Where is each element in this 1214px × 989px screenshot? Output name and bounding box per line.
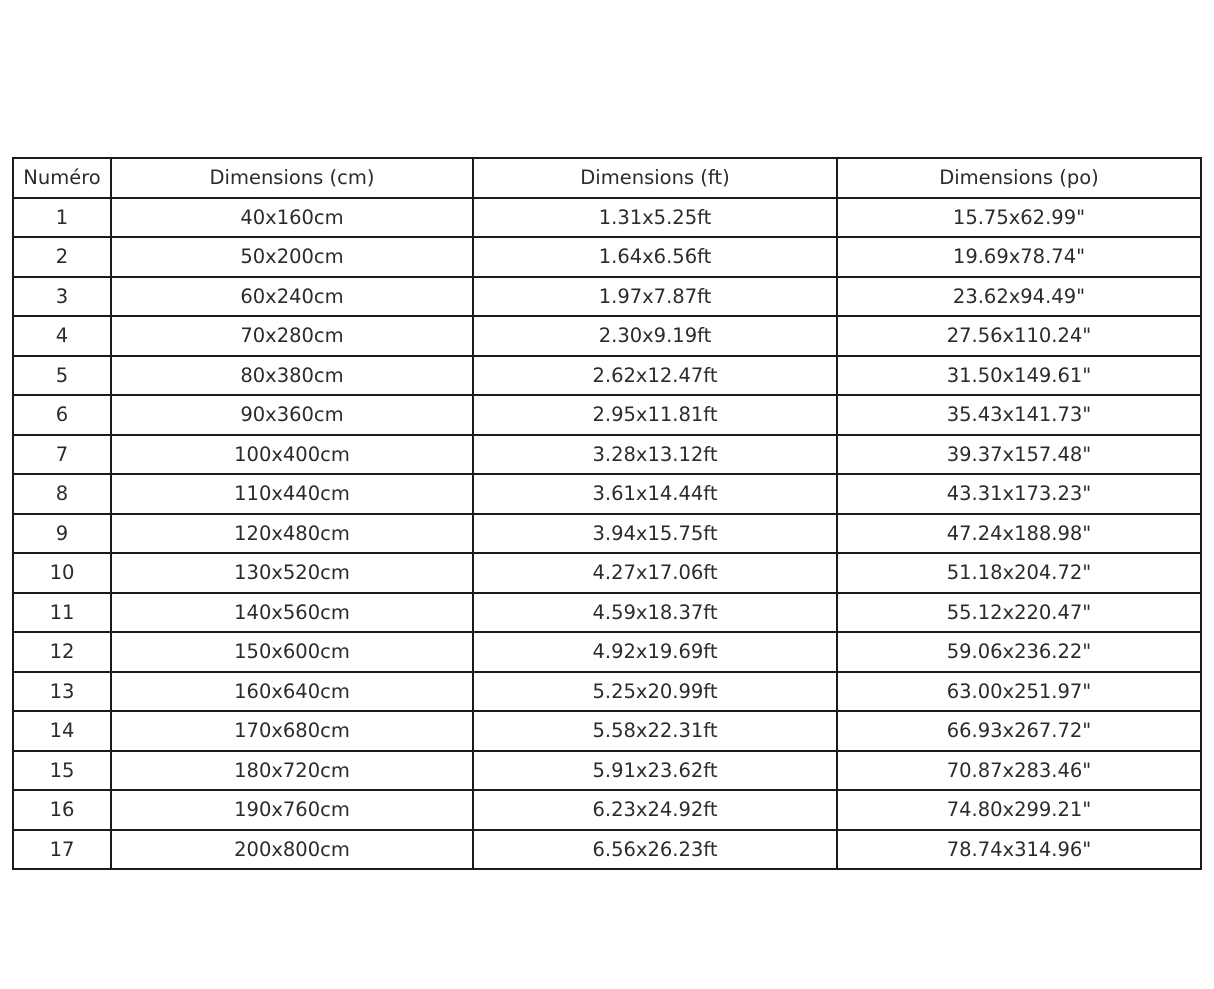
cell-po: 66.93x267.72" bbox=[836, 710, 1202, 752]
cell-numero: 9 bbox=[12, 512, 112, 554]
cell-po: 55.12x220.47" bbox=[836, 591, 1202, 633]
cell-cm: 90x360cm bbox=[110, 394, 474, 436]
column-header-dimensions-ft: Dimensions (ft) bbox=[472, 157, 838, 199]
cell-ft: 4.59x18.37ft bbox=[472, 591, 838, 633]
cell-cm: 130x520cm bbox=[110, 552, 474, 594]
table-row: 13 160x640cm 5.25x20.99ft 63.00x251.97" bbox=[12, 670, 1202, 712]
cell-ft: 4.92x19.69ft bbox=[472, 631, 838, 673]
cell-po: 43.31x173.23" bbox=[836, 473, 1202, 515]
cell-numero: 2 bbox=[12, 236, 112, 278]
cell-ft: 2.62x12.47ft bbox=[472, 354, 838, 396]
cell-po: 63.00x251.97" bbox=[836, 670, 1202, 712]
table-row: 9 120x480cm 3.94x15.75ft 47.24x188.98" bbox=[12, 512, 1202, 554]
cell-cm: 200x800cm bbox=[110, 828, 474, 870]
table-row: 2 50x200cm 1.64x6.56ft 19.69x78.74" bbox=[12, 236, 1202, 278]
column-header-dimensions-cm: Dimensions (cm) bbox=[110, 157, 474, 199]
cell-numero: 17 bbox=[12, 828, 112, 870]
cell-po: 15.75x62.99" bbox=[836, 196, 1202, 238]
cell-cm: 110x440cm bbox=[110, 473, 474, 515]
table-row: 15 180x720cm 5.91x23.62ft 70.87x283.46" bbox=[12, 749, 1202, 791]
cell-ft: 6.56x26.23ft bbox=[472, 828, 838, 870]
cell-po: 78.74x314.96" bbox=[836, 828, 1202, 870]
cell-ft: 2.95x11.81ft bbox=[472, 394, 838, 436]
cell-po: 35.43x141.73" bbox=[836, 394, 1202, 436]
cell-numero: 16 bbox=[12, 789, 112, 831]
cell-ft: 3.61x14.44ft bbox=[472, 473, 838, 515]
dimensions-table-container: Numéro Dimensions (cm) Dimensions (ft) D… bbox=[12, 157, 1202, 870]
cell-cm: 120x480cm bbox=[110, 512, 474, 554]
cell-numero: 3 bbox=[12, 275, 112, 317]
table-row: 16 190x760cm 6.23x24.92ft 74.80x299.21" bbox=[12, 789, 1202, 831]
cell-po: 23.62x94.49" bbox=[836, 275, 1202, 317]
cell-ft: 1.64x6.56ft bbox=[472, 236, 838, 278]
cell-cm: 40x160cm bbox=[110, 196, 474, 238]
cell-numero: 15 bbox=[12, 749, 112, 791]
cell-cm: 160x640cm bbox=[110, 670, 474, 712]
cell-ft: 3.28x13.12ft bbox=[472, 433, 838, 475]
table-header: Numéro Dimensions (cm) Dimensions (ft) D… bbox=[12, 157, 1202, 199]
cell-cm: 70x280cm bbox=[110, 315, 474, 357]
cell-ft: 1.97x7.87ft bbox=[472, 275, 838, 317]
cell-po: 74.80x299.21" bbox=[836, 789, 1202, 831]
cell-po: 47.24x188.98" bbox=[836, 512, 1202, 554]
column-header-dimensions-po: Dimensions (po) bbox=[836, 157, 1202, 199]
table-row: 14 170x680cm 5.58x22.31ft 66.93x267.72" bbox=[12, 710, 1202, 752]
cell-cm: 170x680cm bbox=[110, 710, 474, 752]
table-row: 17 200x800cm 6.56x26.23ft 78.74x314.96" bbox=[12, 828, 1202, 870]
table-row: 5 80x380cm 2.62x12.47ft 31.50x149.61" bbox=[12, 354, 1202, 396]
table-row: 3 60x240cm 1.97x7.87ft 23.62x94.49" bbox=[12, 275, 1202, 317]
cell-cm: 60x240cm bbox=[110, 275, 474, 317]
cell-cm: 100x400cm bbox=[110, 433, 474, 475]
cell-numero: 4 bbox=[12, 315, 112, 357]
cell-po: 70.87x283.46" bbox=[836, 749, 1202, 791]
cell-ft: 5.58x22.31ft bbox=[472, 710, 838, 752]
cell-ft: 3.94x15.75ft bbox=[472, 512, 838, 554]
table-row: 11 140x560cm 4.59x18.37ft 55.12x220.47" bbox=[12, 591, 1202, 633]
table-row: 7 100x400cm 3.28x13.12ft 39.37x157.48" bbox=[12, 433, 1202, 475]
cell-numero: 12 bbox=[12, 631, 112, 673]
cell-ft: 5.25x20.99ft bbox=[472, 670, 838, 712]
cell-po: 59.06x236.22" bbox=[836, 631, 1202, 673]
cell-ft: 5.91x23.62ft bbox=[472, 749, 838, 791]
cell-ft: 1.31x5.25ft bbox=[472, 196, 838, 238]
cell-ft: 4.27x17.06ft bbox=[472, 552, 838, 594]
table-row: 12 150x600cm 4.92x19.69ft 59.06x236.22" bbox=[12, 631, 1202, 673]
cell-numero: 10 bbox=[12, 552, 112, 594]
cell-cm: 80x380cm bbox=[110, 354, 474, 396]
cell-cm: 50x200cm bbox=[110, 236, 474, 278]
cell-numero: 13 bbox=[12, 670, 112, 712]
cell-po: 27.56x110.24" bbox=[836, 315, 1202, 357]
table-row: 4 70x280cm 2.30x9.19ft 27.56x110.24" bbox=[12, 315, 1202, 357]
cell-cm: 140x560cm bbox=[110, 591, 474, 633]
cell-po: 31.50x149.61" bbox=[836, 354, 1202, 396]
cell-numero: 1 bbox=[12, 196, 112, 238]
cell-numero: 14 bbox=[12, 710, 112, 752]
cell-numero: 6 bbox=[12, 394, 112, 436]
cell-numero: 5 bbox=[12, 354, 112, 396]
column-header-numero: Numéro bbox=[12, 157, 112, 199]
cell-po: 39.37x157.48" bbox=[836, 433, 1202, 475]
table-row: 10 130x520cm 4.27x17.06ft 51.18x204.72" bbox=[12, 552, 1202, 594]
cell-po: 19.69x78.74" bbox=[836, 236, 1202, 278]
cell-ft: 6.23x24.92ft bbox=[472, 789, 838, 831]
cell-ft: 2.30x9.19ft bbox=[472, 315, 838, 357]
table-body: 1 40x160cm 1.31x5.25ft 15.75x62.99" 2 50x200c… bbox=[12, 196, 1202, 870]
cell-numero: 8 bbox=[12, 473, 112, 515]
cell-cm: 180x720cm bbox=[110, 749, 474, 791]
cell-po: 51.18x204.72" bbox=[836, 552, 1202, 594]
table-header-row: Numéro Dimensions (cm) Dimensions (ft) D… bbox=[12, 157, 1202, 199]
table-row: 1 40x160cm 1.31x5.25ft 15.75x62.99" bbox=[12, 196, 1202, 238]
table-row: 8 110x440cm 3.61x14.44ft 43.31x173.23" bbox=[12, 473, 1202, 515]
cell-cm: 190x760cm bbox=[110, 789, 474, 831]
table-row: 6 90x360cm 2.95x11.81ft 35.43x141.73" bbox=[12, 394, 1202, 436]
cell-cm: 150x600cm bbox=[110, 631, 474, 673]
cell-numero: 11 bbox=[12, 591, 112, 633]
cell-numero: 7 bbox=[12, 433, 112, 475]
dimensions-table: Numéro Dimensions (cm) Dimensions (ft) D… bbox=[12, 157, 1202, 870]
